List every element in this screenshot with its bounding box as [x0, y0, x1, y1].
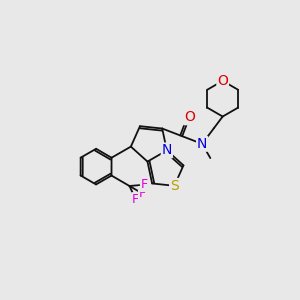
Text: N: N — [197, 137, 207, 151]
Text: F: F — [141, 178, 148, 191]
Text: O: O — [184, 110, 195, 124]
Text: F: F — [132, 193, 139, 206]
Text: O: O — [217, 74, 228, 88]
Text: S: S — [170, 179, 179, 193]
Text: N: N — [162, 143, 172, 158]
Text: F: F — [139, 187, 146, 200]
